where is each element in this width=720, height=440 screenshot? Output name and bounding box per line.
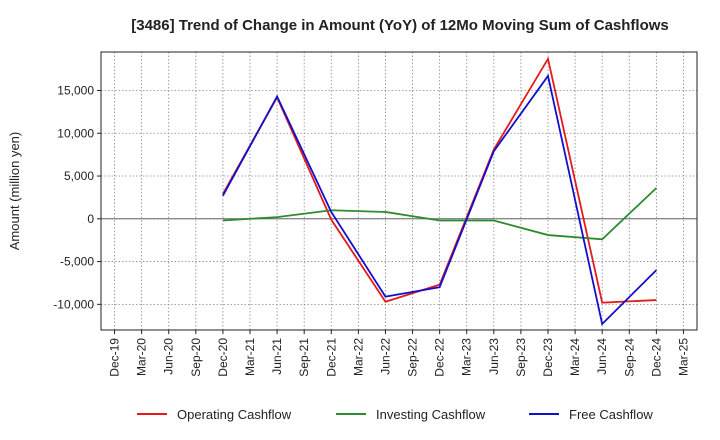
plot-frame (100, 51, 698, 331)
x-tick-label: Mar-21 (243, 338, 257, 376)
grid-lines (101, 52, 697, 330)
x-tick-label: Jun-22 (378, 338, 392, 375)
x-tick-label: Jun-21 (270, 338, 284, 375)
legend: Operating Cashflow Investing Cashflow Free… (137, 407, 653, 422)
x-tick-label: Mar-25 (676, 338, 690, 376)
y-tick-label: 15,000 (57, 83, 94, 97)
x-tick-label: Mar-24 (568, 338, 582, 376)
series-layer (222, 56, 657, 326)
x-tick-label: Dec-21 (324, 338, 338, 377)
x-tick-label: Sep-22 (406, 338, 420, 377)
y-tick-label: -10,000 (53, 297, 94, 311)
x-tick-label: Jun-24 (595, 338, 609, 375)
y-axis-ticks: -10,000 -5,000 0 5,000 10,000 15,000 (53, 83, 101, 311)
chart-title: [3486] Trend of Change in Amount (YoY) o… (131, 17, 669, 34)
y-tick-label: 5,000 (64, 169, 94, 183)
x-tick-label: Jun-23 (487, 338, 501, 375)
y-tick-label: -5,000 (60, 255, 94, 269)
series-line-free-cashflow (222, 73, 657, 326)
x-tick-label: Dec-24 (649, 338, 663, 377)
y-tick-label: 10,000 (57, 126, 94, 140)
x-tick-label: Dec-20 (216, 338, 230, 377)
y-tick-label: 0 (87, 212, 94, 226)
x-tick-label: Mar-22 (351, 338, 365, 376)
series-line-operating-cashflow (222, 56, 657, 304)
x-tick-label: Sep-23 (514, 338, 528, 377)
legend-label-investing-cashflow: Investing Cashflow (376, 407, 486, 422)
x-tick-label: Dec-19 (108, 338, 122, 377)
x-tick-label: Sep-21 (297, 338, 311, 377)
legend-label-operating-cashflow: Operating Cashflow (177, 407, 292, 422)
legend-label-free-cashflow: Free Cashflow (569, 407, 653, 422)
x-axis-ticks: Dec-19 Mar-20 Jun-20 Sep-20 Dec-20 Mar-21 Jun-… (108, 330, 690, 377)
x-tick-label: Mar-20 (135, 338, 149, 376)
x-tick-label: Jun-20 (162, 338, 176, 375)
x-tick-label: Dec-22 (433, 338, 447, 377)
x-tick-label: Sep-20 (189, 338, 203, 377)
x-tick-label: Sep-24 (622, 338, 636, 377)
y-axis-label: Amount (million yen) (7, 132, 22, 251)
x-tick-label: Dec-23 (541, 338, 555, 377)
x-tick-label: Mar-23 (460, 338, 474, 376)
